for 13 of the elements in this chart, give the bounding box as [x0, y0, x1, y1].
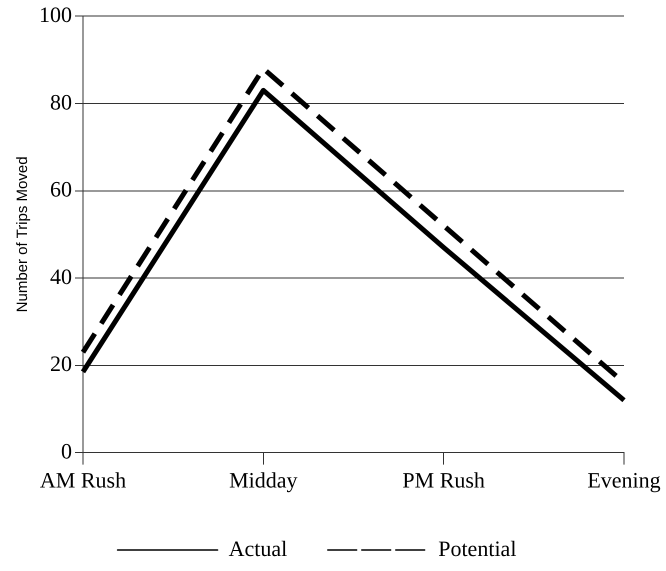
y-tick-label: 40 — [50, 264, 72, 289]
y-tick-label: 0 — [61, 438, 72, 464]
y-tick-label: 80 — [50, 89, 72, 114]
y-tick-label: 100 — [39, 2, 72, 27]
legend-label: Potential — [438, 536, 516, 561]
legend-label: Actual — [228, 536, 288, 561]
x-tick-label: Evening — [587, 468, 661, 493]
x-tick-label: Midday — [229, 468, 298, 493]
y-axis-title: Number of Trips Moved — [14, 156, 32, 312]
y-tick-label: 60 — [50, 176, 72, 202]
y-tick-label: 20 — [50, 351, 72, 376]
x-tick-label: AM Rush — [40, 468, 126, 493]
x-tick-label: PM Rush — [402, 468, 485, 493]
